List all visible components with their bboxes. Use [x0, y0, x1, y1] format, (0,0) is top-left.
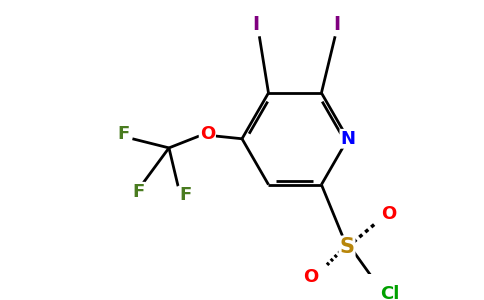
- Text: F: F: [117, 125, 129, 143]
- Text: Cl: Cl: [380, 285, 400, 300]
- Text: I: I: [333, 15, 341, 34]
- Text: N: N: [340, 130, 355, 148]
- Text: S: S: [339, 237, 354, 257]
- Text: F: F: [133, 183, 145, 201]
- Text: O: O: [303, 268, 318, 286]
- Text: F: F: [179, 186, 192, 204]
- Text: I: I: [252, 15, 259, 34]
- Text: O: O: [200, 125, 215, 143]
- Text: O: O: [381, 205, 396, 223]
